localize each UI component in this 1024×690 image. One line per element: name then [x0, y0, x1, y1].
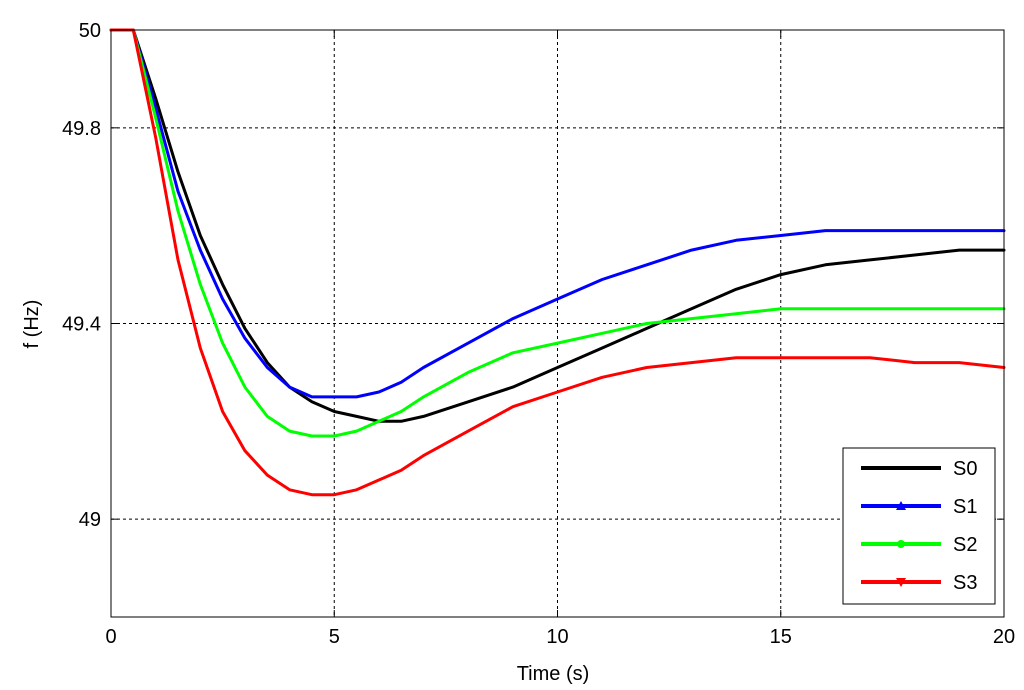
x-tick-label: 10 — [546, 626, 568, 648]
series-line-s2 — [109, 28, 1006, 438]
legend-marker-triangle — [896, 501, 906, 510]
x-tick-label: 0 — [105, 626, 116, 648]
legend-marker-circle — [897, 540, 905, 548]
series-line-s1 — [109, 28, 1006, 399]
legend-label-s1: S1 — [953, 496, 977, 518]
x-tick-label: 15 — [770, 626, 792, 648]
y-tick-label: 50 — [79, 20, 101, 42]
series-layer — [109, 28, 1006, 497]
legend-label-s3: S3 — [953, 572, 977, 594]
series-line-s3 — [109, 28, 1006, 497]
x-tick-label: 20 — [993, 626, 1015, 648]
x-axis-label: Time (s) — [517, 663, 590, 685]
series-line-s0 — [109, 28, 1006, 423]
axis-ticks: 0 5 10 15 20 49 49.4 49.8 50 — [62, 20, 1015, 648]
legend: S0 S1 S2 S3 — [842, 447, 996, 605]
legend-marker-triangle-down — [896, 578, 906, 587]
legend-label-s2: S2 — [953, 534, 977, 556]
y-tick-label: 49 — [79, 509, 101, 531]
y-tick-label: 49.8 — [62, 118, 101, 140]
y-tick-label: 49.4 — [62, 314, 101, 336]
legend-label-s0: S0 — [953, 458, 977, 480]
y-axis-label: f (Hz) — [21, 300, 43, 349]
legend-box — [842, 447, 996, 605]
x-tick-label: 5 — [329, 626, 340, 648]
